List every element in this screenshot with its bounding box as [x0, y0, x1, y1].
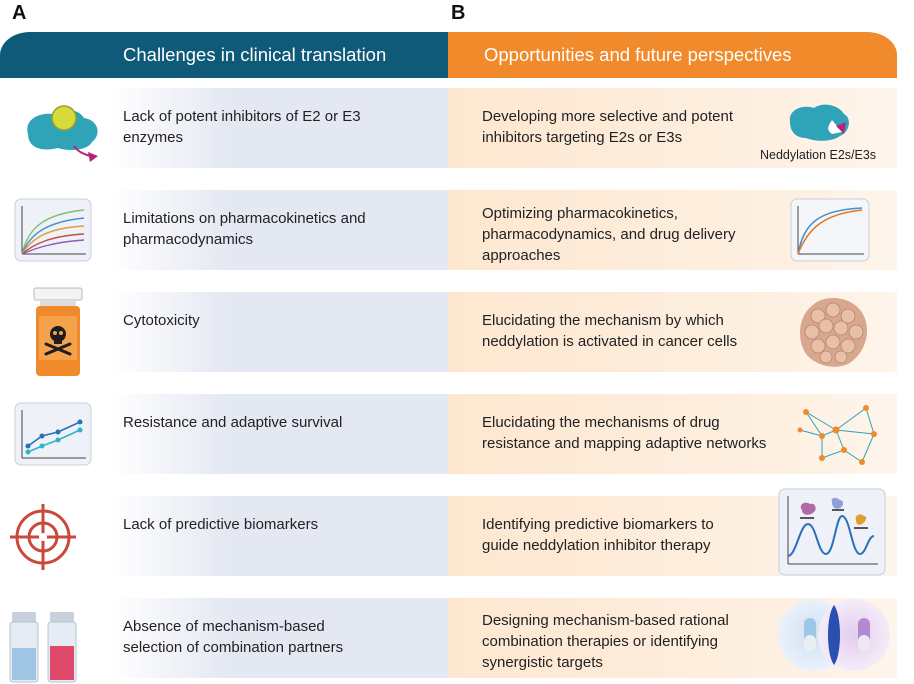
- target-crosshair-icon: [10, 504, 76, 570]
- row-3-opportunity-text: Elucidating the mechanism by which neddyl…: [482, 312, 738, 350]
- opportunities-header-title: Opportunities and future perspectives: [484, 44, 792, 65]
- neddylation-enzyme-icon: [789, 104, 849, 141]
- row-3-challenge-cell: [110, 292, 448, 372]
- challenges-header: Challenges in clinical translation: [0, 32, 448, 78]
- rising-line-chart-icon: [14, 402, 92, 466]
- panel-label-a: A: [12, 2, 27, 24]
- biomarker-peaks-icon: [778, 488, 886, 576]
- cancer-cell-cluster-icon: [800, 298, 868, 367]
- toxic-bottle-icon: [33, 287, 83, 376]
- row-6-opportunity-text: Designing mechanism-based rational combin…: [482, 612, 729, 671]
- row-2-challenge-cell: [110, 190, 448, 270]
- row-1-opportunity-text: Developing more selective and potent inhi…: [482, 108, 733, 146]
- vials-icon: [9, 612, 77, 683]
- row-3-challenge-text: Cytotoxicity: [123, 312, 200, 329]
- neddylation-label: Neddylation E2s/E3s: [760, 148, 877, 162]
- network-icon: [797, 405, 877, 465]
- row-6-challenge-text: Absence of mechanism-based selection of c…: [123, 618, 344, 656]
- opportunities-header: Opportunities and future perspectives: [448, 32, 897, 78]
- row-4-challenge-cell: [110, 394, 448, 474]
- enzyme-inhibitor-icon: [27, 105, 98, 162]
- row-1-challenge-text: Lack of potent inhibitors of E2 or E3 enz…: [123, 108, 361, 146]
- row-5-challenge-text: Lack of predictive biomarkers: [123, 516, 319, 533]
- row-4: [0, 394, 897, 474]
- row-1-challenge-cell: [110, 88, 448, 168]
- row-4-opportunity-text: Elucidating the mechanisms of drug resist…: [482, 414, 767, 452]
- row-4-challenge-text: Resistance and adaptive survival: [123, 414, 343, 431]
- row-5-challenge-cell: [110, 496, 448, 576]
- row-2-opportunity-text: Optimizing pharmacokinetics, pharmacodyna…: [482, 205, 736, 264]
- challenges-header-title: Challenges in clinical translation: [123, 44, 387, 65]
- row-5-opportunity-text: Identifying predictive biomarkers to guid…: [482, 516, 714, 554]
- row-2-challenge-text: Limitations on pharmacokinetics and pharm…: [123, 210, 366, 248]
- row-6-challenge-cell: [110, 598, 448, 678]
- optimized-curves-icon: [790, 198, 870, 262]
- panel-label-b: B: [451, 2, 466, 24]
- combination-capsules-icon: [778, 599, 890, 671]
- pk-curves-icon: [14, 198, 92, 262]
